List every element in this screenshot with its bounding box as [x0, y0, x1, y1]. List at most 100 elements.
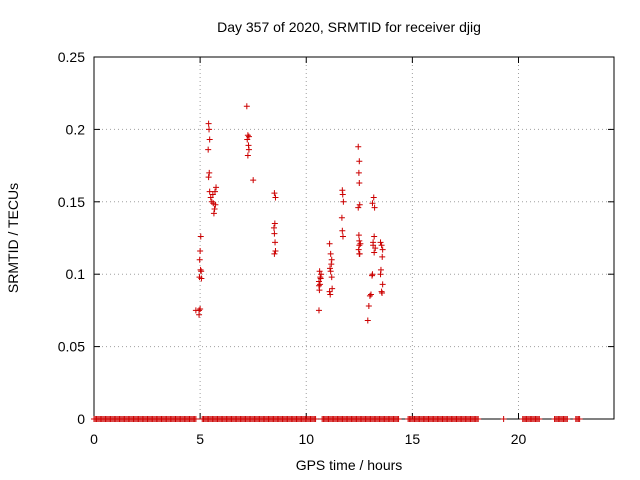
data-point [250, 177, 257, 184]
data-point [364, 317, 371, 324]
data-point [356, 158, 363, 165]
data-point [328, 261, 335, 268]
data-point [213, 184, 220, 191]
tick-layer: 0 0.05 0.1 0.15 0.2 0.25 0 5 10 15 20 [58, 49, 614, 447]
y-tick-label: 0.25 [58, 49, 85, 65]
data-point [211, 206, 218, 213]
grid-layer [94, 57, 614, 419]
x-tick-label: 0 [90, 431, 98, 447]
data-point [371, 233, 378, 240]
data-point [329, 285, 336, 292]
data-point [205, 146, 212, 153]
y-tick-label: 0.2 [66, 121, 86, 137]
data-point [355, 204, 362, 211]
data-point [271, 230, 278, 237]
data-point [356, 242, 363, 249]
baseline-point [500, 416, 507, 422]
data-point [378, 242, 385, 249]
data-point [197, 233, 204, 240]
data-point [206, 169, 213, 176]
data-point [211, 188, 218, 195]
data-point [356, 250, 363, 257]
data-point [197, 248, 204, 255]
data-points [91, 103, 583, 422]
data-point [326, 288, 333, 295]
baseline-point [192, 416, 199, 422]
data-point [318, 271, 325, 278]
data-point [196, 256, 203, 263]
data-point [272, 248, 279, 255]
data-point [316, 268, 323, 275]
data-point [197, 305, 204, 312]
data-point [271, 190, 278, 197]
data-point [198, 268, 205, 275]
data-point [272, 239, 279, 246]
data-point [317, 281, 324, 288]
data-point [356, 179, 363, 186]
data-point [366, 292, 373, 299]
data-point [365, 303, 372, 310]
data-point [205, 120, 212, 127]
data-point [196, 307, 203, 314]
data-point [243, 103, 250, 110]
data-point [244, 152, 251, 159]
data-point [206, 188, 213, 195]
data-point [370, 194, 377, 201]
x-axis-title: GPS time / hours [296, 457, 403, 473]
baseline-point [536, 416, 543, 422]
data-point [355, 143, 362, 150]
data-point [369, 200, 376, 207]
data-point [210, 210, 217, 217]
x-tick-label: 10 [298, 431, 314, 447]
data-point [206, 126, 213, 133]
data-point [355, 169, 362, 176]
data-point [371, 204, 378, 211]
data-point [315, 282, 322, 289]
data-point [339, 227, 346, 234]
data-point [272, 194, 279, 201]
data-point [327, 265, 334, 272]
data-point [327, 268, 334, 275]
baseline-point [576, 416, 583, 422]
data-point [372, 245, 379, 252]
baseline-point [312, 416, 319, 422]
data-point [369, 271, 376, 278]
data-point [367, 291, 374, 298]
plot-frame [93, 56, 615, 420]
data-point [270, 224, 277, 231]
baseline-point [395, 416, 402, 422]
data-point [355, 246, 362, 253]
y-tick-label: 0.15 [58, 194, 85, 210]
data-point [379, 290, 386, 297]
x-tick-label: 20 [511, 431, 527, 447]
data-point [379, 253, 386, 260]
data-point [212, 201, 219, 208]
data-point [326, 240, 333, 247]
data-point [271, 250, 278, 257]
chart-title: Day 357 of 2020, SRMTID for receiver dji… [217, 19, 481, 35]
data-point [379, 246, 386, 253]
data-point [377, 239, 384, 246]
y-tick-label: 0.1 [66, 266, 86, 282]
data-point [205, 174, 212, 181]
data-point [206, 136, 213, 143]
data-point [244, 132, 251, 139]
data-point [315, 307, 322, 314]
data-point [245, 146, 252, 153]
y-axis-title: SRMTID / TECUs [5, 183, 21, 293]
data-point [271, 220, 278, 227]
plot-border [93, 56, 615, 420]
data-point [197, 266, 204, 273]
data-point [371, 249, 378, 256]
data-point [356, 201, 363, 208]
data-point [327, 250, 334, 257]
data-point [339, 233, 346, 240]
baseline-point [475, 416, 482, 422]
y-tick-label: 0 [77, 411, 85, 427]
data-point [357, 240, 364, 247]
x-tick-label: 5 [196, 431, 204, 447]
y-tick-label: 0.05 [58, 339, 85, 355]
data-point [328, 274, 335, 281]
data-point [208, 198, 215, 205]
